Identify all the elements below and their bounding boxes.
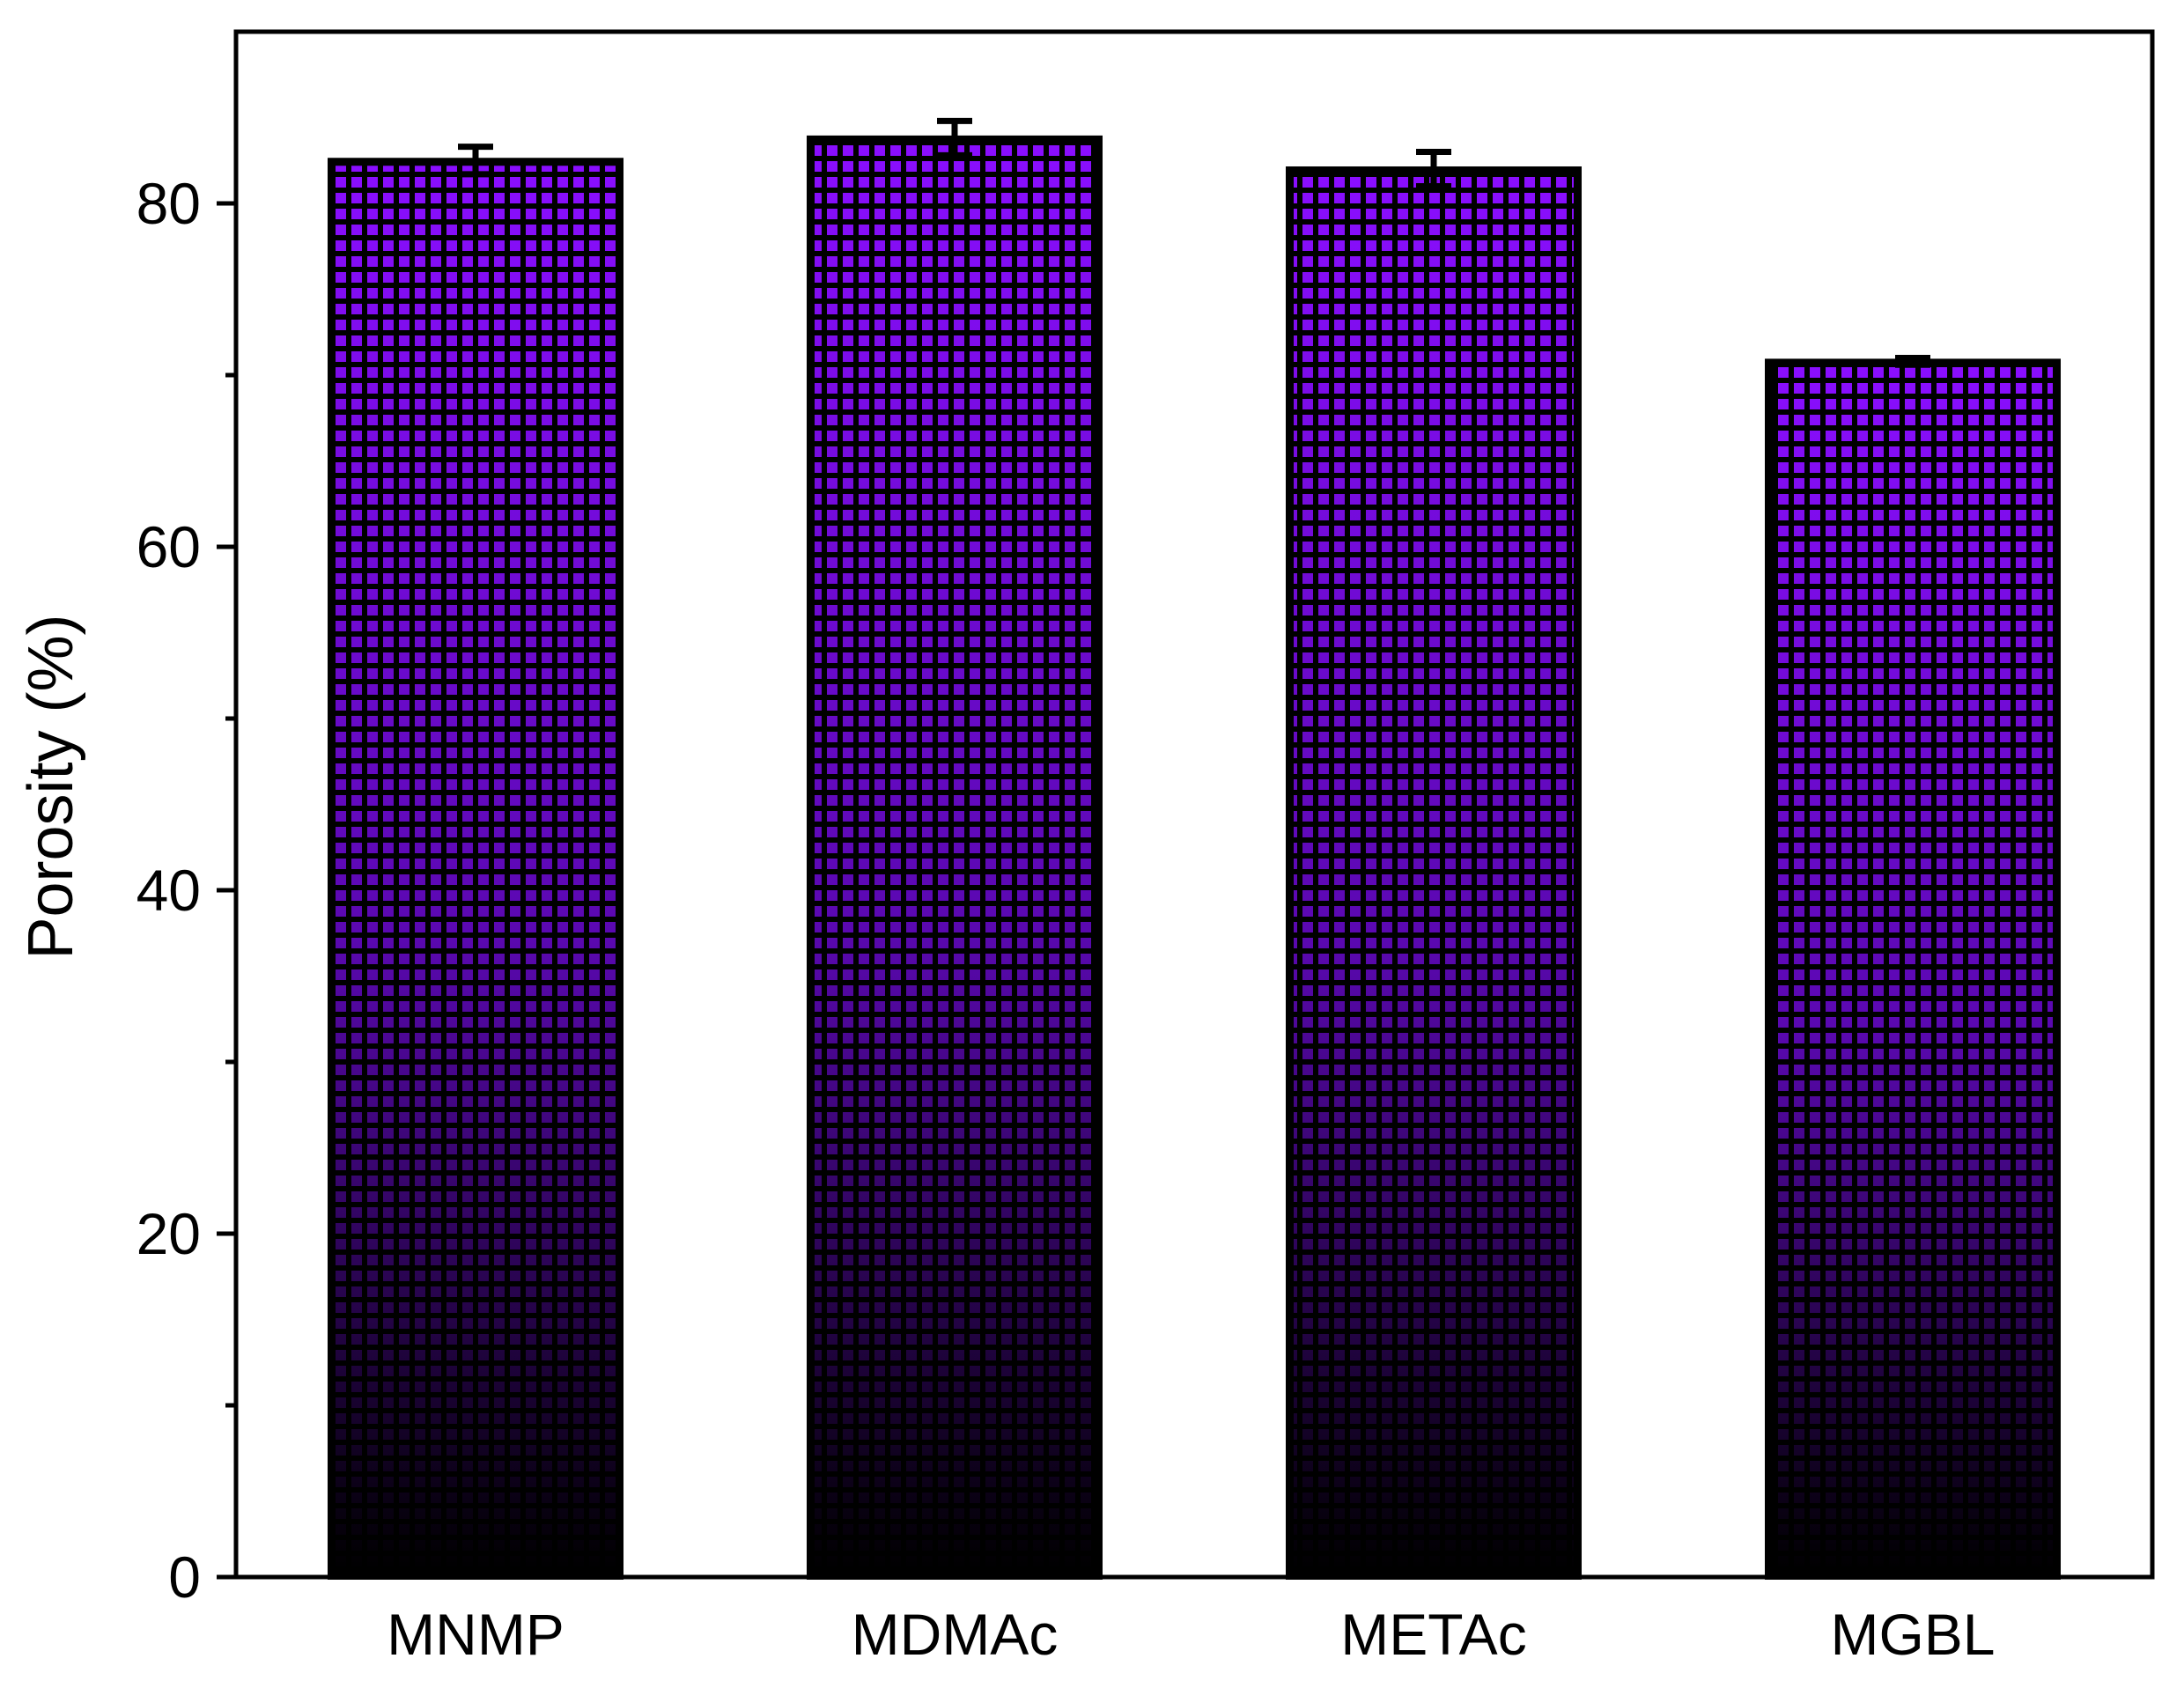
bars-layer bbox=[328, 135, 2061, 1580]
x-tick-label-mdmac: MDMAc bbox=[852, 1602, 1059, 1667]
error-bars-layer bbox=[458, 117, 1930, 368]
bar-fill bbox=[815, 143, 1095, 1572]
y-tick-label: 60 bbox=[136, 514, 201, 579]
x-tick-label-mnmp: MNMP bbox=[387, 1602, 564, 1667]
y-axis-title: Porosity (%) bbox=[16, 614, 86, 959]
error-bar-mnmp bbox=[458, 144, 493, 178]
plot-area-frame bbox=[233, 29, 2155, 1580]
y-tick-label: 80 bbox=[136, 171, 201, 236]
bar-fill bbox=[1294, 174, 1574, 1572]
bar-fill bbox=[336, 166, 616, 1572]
y-tick-label: 0 bbox=[168, 1544, 201, 1610]
bar-mdmac bbox=[807, 135, 1103, 1580]
x-tick-label-metac: METAc bbox=[1340, 1602, 1526, 1667]
bar-fill bbox=[1773, 366, 2053, 1572]
error-bar-mdmac bbox=[937, 117, 972, 158]
x-axis-category-labels: MNMP MDMAc METAc MGBL bbox=[387, 1602, 1995, 1667]
error-bar-metac bbox=[1416, 149, 1451, 189]
x-tick-label-mgbl: MGBL bbox=[1830, 1602, 1995, 1667]
bar-metac bbox=[1286, 166, 1582, 1580]
y-tick-label: 40 bbox=[136, 858, 201, 923]
bar-mgbl bbox=[1765, 358, 2061, 1580]
y-axis-ticks: 0 20 40 60 80 bbox=[136, 171, 236, 1610]
error-bar-mgbl bbox=[1895, 355, 1930, 368]
y-tick-label: 20 bbox=[136, 1201, 201, 1266]
bar-mnmp bbox=[328, 158, 623, 1580]
